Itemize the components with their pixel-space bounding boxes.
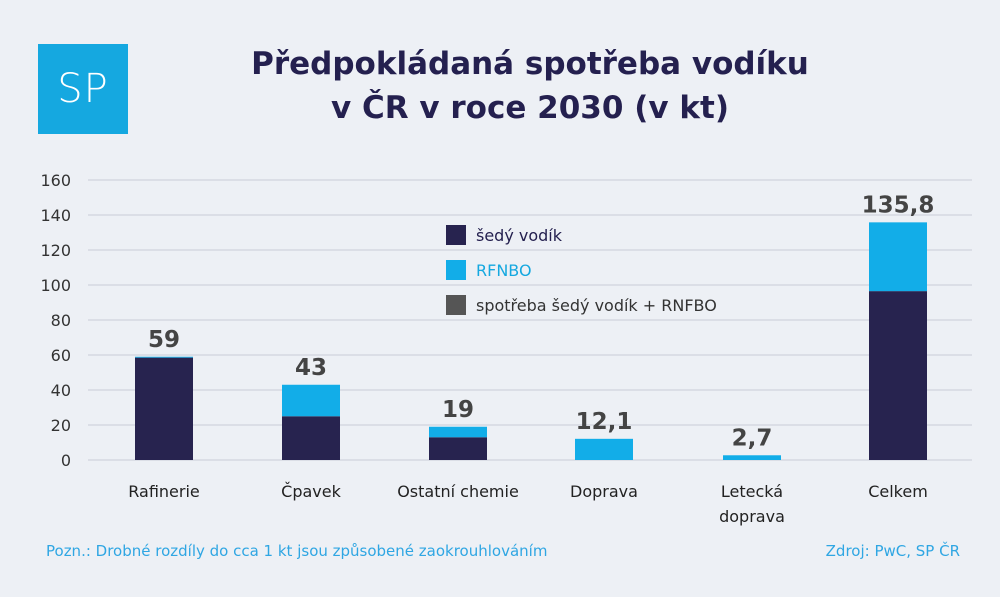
bar-rfnbo — [282, 384, 340, 417]
bar-rfnbo — [723, 455, 781, 460]
y-tick-label: 20 — [51, 416, 71, 435]
y-tick-label: 120 — [40, 241, 71, 260]
footnote: Pozn.: Drobné rozdíly do cca 1 kt jsou z… — [46, 542, 548, 560]
x-tick-label: Rafinerie — [128, 482, 200, 501]
legend-swatch — [446, 260, 466, 280]
bar-rfnbo — [429, 426, 487, 438]
chart-title: Předpokládaná spotřeba vodíku v ČR v roc… — [150, 42, 910, 130]
data-label: 59 — [148, 327, 180, 353]
y-tick-label: 0 — [61, 451, 71, 470]
x-tick-label: Doprava — [570, 482, 638, 501]
legend-swatch — [446, 295, 466, 315]
x-tick-label: Letecká — [721, 482, 783, 501]
legend-swatch — [446, 225, 466, 245]
data-label: 135,8 — [862, 192, 935, 218]
bar-grey-hydrogen — [429, 437, 487, 460]
data-label: 12,1 — [576, 409, 633, 435]
y-tick-label: 80 — [51, 311, 71, 330]
bar-rfnbo — [869, 222, 927, 292]
x-tick-label: Ostatní chemie — [397, 482, 519, 501]
x-tick-label: Čpavek — [281, 482, 341, 501]
y-tick-label: 160 — [40, 171, 71, 190]
source-note: Zdroj: PwC, SP ČR — [825, 542, 960, 560]
sp-logo: SP — [38, 44, 128, 134]
legend-label: šedý vodík — [476, 226, 563, 245]
logo-text: SP — [57, 66, 109, 112]
data-label: 43 — [295, 355, 327, 381]
y-tick-label: 40 — [51, 381, 71, 400]
y-tick-label: 140 — [40, 206, 71, 225]
bar-grey-hydrogen — [135, 357, 193, 460]
title-line-2: v ČR v roce 2030 (v kt) — [330, 90, 730, 126]
y-tick-label: 100 — [40, 276, 71, 295]
bar-rfnbo — [135, 356, 193, 358]
bar-grey-hydrogen — [282, 416, 340, 460]
title-line-1: Předpokládaná spotřeba vodíku — [251, 46, 809, 82]
bar-rfnbo — [575, 438, 633, 460]
data-label: 2,7 — [732, 425, 773, 451]
y-tick-label: 60 — [51, 346, 71, 365]
legend-label: RFNBO — [476, 261, 532, 280]
x-tick-label: Celkem — [868, 482, 928, 501]
data-label: 19 — [442, 397, 474, 423]
legend-label: spotřeba šedý vodík + RNFBO — [476, 296, 717, 315]
x-tick-label: doprava — [719, 507, 785, 526]
bar-grey-hydrogen — [869, 291, 927, 460]
